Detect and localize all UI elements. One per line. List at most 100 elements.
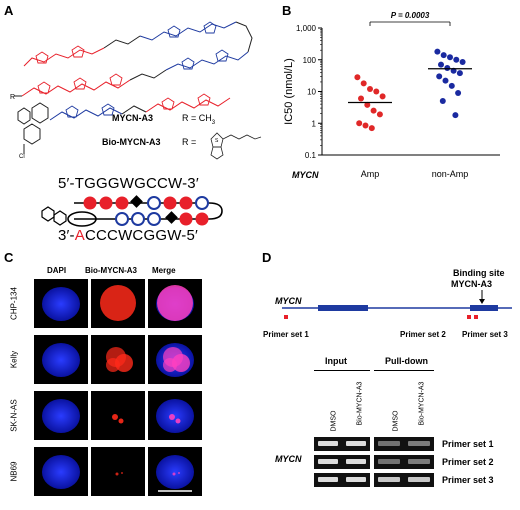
gel-band xyxy=(408,459,430,464)
group-divider xyxy=(314,370,370,371)
gel-band xyxy=(378,477,400,482)
data-point-amp xyxy=(356,120,363,127)
gel-block xyxy=(314,455,370,469)
data-point-amp xyxy=(370,107,377,114)
binding-cartoon xyxy=(41,195,223,227)
data-point-amp xyxy=(379,93,386,100)
micro-merge-2 xyxy=(148,391,202,440)
pvalue-label: P = 0.0003 xyxy=(391,11,430,20)
data-point-amp xyxy=(358,95,364,102)
gel-block xyxy=(374,455,434,469)
sequence-top: 5′-TGGGWGCCW-3′ xyxy=(58,175,199,192)
lane-label: DMSO xyxy=(330,410,338,432)
lane-label: Bio-MYCN-A3 xyxy=(356,381,364,426)
y-axis-label: IC50 (nmol/L) xyxy=(283,58,295,125)
binding-site-label-2: MYCN-A3 xyxy=(451,279,493,289)
row-label-kelly: Kelly xyxy=(9,350,19,369)
compound-bio-mycn-a3: Bio-MYCN-A3 xyxy=(102,137,161,147)
panel-c-label: C xyxy=(4,250,14,265)
group-divider xyxy=(374,370,434,371)
sequence-bottom: 3′-ACCCWCGGW-5′ xyxy=(58,227,199,244)
lane-label: Bio-MYCN-A3 xyxy=(418,381,426,426)
gel-block xyxy=(374,437,434,451)
svg-text:Cl: Cl xyxy=(19,154,25,158)
micro-bio-0 xyxy=(91,279,145,328)
col-merge: Merge xyxy=(152,266,176,275)
data-point-non-amp xyxy=(456,70,463,77)
y-tick-label: 10 xyxy=(307,88,316,97)
micro-merge-3 xyxy=(148,447,202,496)
primer-set-3-map: Primer set 3 xyxy=(462,330,508,339)
data-point-non-amp xyxy=(436,73,443,80)
r-group-label: R xyxy=(10,94,15,101)
data-point-amp xyxy=(364,101,371,108)
biotin-structure: S xyxy=(210,132,262,160)
gel-block xyxy=(314,473,370,487)
data-point-amp xyxy=(368,125,375,132)
data-point-amp xyxy=(376,111,383,118)
polyamide-structure: R Cl xyxy=(10,21,253,158)
data-point-non-amp xyxy=(452,112,459,119)
micro-dapi-1 xyxy=(34,335,88,384)
gel-row-label: Primer set 1 xyxy=(442,439,494,449)
col-dapi: DAPI xyxy=(47,266,67,275)
gel-band xyxy=(378,459,400,464)
y-tick-label: 100 xyxy=(303,56,317,65)
primer-set-2-map: Primer set 2 xyxy=(400,330,446,339)
panel-b-label: B xyxy=(282,3,292,18)
compound-bio-mycn-a3-r: R = xyxy=(182,137,197,147)
binding-site-label-1: Binding site xyxy=(453,268,505,278)
data-point-non-amp xyxy=(434,48,441,55)
data-point-non-amp xyxy=(459,58,466,65)
micro-dapi-0 xyxy=(34,279,88,328)
gene-map-label: MYCN xyxy=(275,296,302,306)
gel-band xyxy=(378,441,400,446)
micro-merge-1 xyxy=(148,335,202,384)
micro-bio-2 xyxy=(91,391,145,440)
micro-dapi-2 xyxy=(34,391,88,440)
micro-merge-0 xyxy=(148,279,202,328)
gel-band xyxy=(318,441,338,446)
row-label-chp-134: CHP-134 xyxy=(9,287,19,320)
group-pulldown: Pull-down xyxy=(385,356,428,366)
compound-mycn-a3: MYCN-A3 xyxy=(112,113,154,123)
data-point-non-amp xyxy=(442,77,449,84)
gel-band xyxy=(408,441,430,446)
gel-band xyxy=(346,459,366,464)
panel-d-label: D xyxy=(262,250,272,265)
gel-band xyxy=(318,459,338,464)
svg-text:S: S xyxy=(215,138,219,144)
data-point-non-amp xyxy=(453,56,460,63)
data-point-non-amp xyxy=(444,64,451,71)
gel-block xyxy=(374,473,434,487)
gene-map xyxy=(282,290,512,319)
micro-dapi-3 xyxy=(34,447,88,496)
data-point-amp xyxy=(354,74,361,81)
data-point-amp xyxy=(367,85,373,92)
data-point-non-amp xyxy=(455,89,462,96)
gel-band xyxy=(408,477,430,482)
data-point-non-amp xyxy=(439,98,446,105)
group-input: Input xyxy=(325,356,347,366)
panel-a-label: A xyxy=(4,3,14,18)
gel-row-label: Primer set 3 xyxy=(442,475,494,485)
row-label-sk-n-as: SK-N-AS xyxy=(9,399,19,432)
row-label-nb69: NB69 xyxy=(9,461,19,482)
col-bio: Bio-MYCN-A3 xyxy=(85,266,137,275)
chart-x-gene: MYCN xyxy=(292,170,319,180)
y-tick-label: 1,000 xyxy=(296,24,317,33)
lane-label: DMSO xyxy=(392,410,400,432)
data-point-non-amp xyxy=(448,82,455,89)
data-point-non-amp xyxy=(438,61,444,68)
compound-mycn-a3-r: R = CH3 xyxy=(182,113,216,126)
x-category-label: Amp xyxy=(361,169,380,179)
data-point-non-amp xyxy=(440,52,447,59)
gel-block xyxy=(314,437,370,451)
data-point-amp xyxy=(362,122,369,129)
data-point-non-amp xyxy=(447,54,453,61)
gel-gene-label: MYCN xyxy=(275,454,302,464)
micro-bio-1 xyxy=(91,335,145,384)
y-tick-label: 1 xyxy=(312,119,317,128)
primer-set-1-map: Primer set 1 xyxy=(263,330,309,339)
micro-bio-3 xyxy=(91,447,145,496)
